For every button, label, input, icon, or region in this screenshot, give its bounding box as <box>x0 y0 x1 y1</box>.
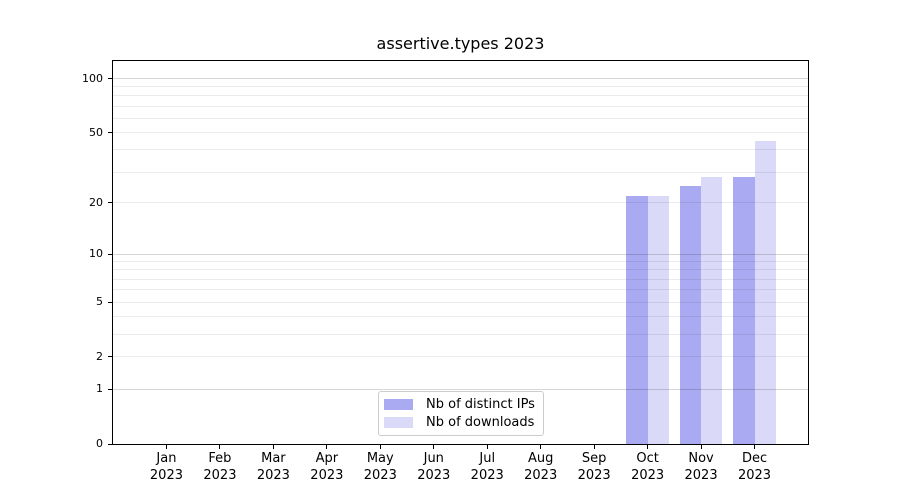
x-tick-mark <box>379 445 381 449</box>
y-tick-mark <box>108 356 112 358</box>
y-axis-tick-label: 100 <box>82 71 103 85</box>
chart-title: assertive.types 2023 <box>376 34 545 53</box>
plot-area: 0 1 2 5 10 20 50 100 Jan 2023 Feb 2023 Mar 2023 Apr… <box>82 60 809 483</box>
x-axis-tick-label: Mar 2023 <box>256 451 290 483</box>
x-axis-tick-label: Jan 2023 <box>149 451 183 483</box>
y-axis-tick-label: 5 <box>96 295 103 309</box>
gridline-minor <box>113 202 808 204</box>
bar-oct-distinct-ips <box>626 195 648 444</box>
gridline-minor <box>113 278 808 280</box>
x-tick-mark <box>647 445 649 449</box>
gridline-major <box>113 253 808 255</box>
x-axis-tick-label: May 2023 <box>363 451 397 483</box>
gridline-minor <box>113 171 808 173</box>
legend-item: Nb of downloads <box>384 415 537 430</box>
gridline-minor <box>113 95 808 97</box>
legend: Nb of distinct IPs Nb of downloads <box>378 391 544 436</box>
x-tick-mark <box>433 445 435 449</box>
legend-item: Nb of distinct IPs <box>384 397 537 412</box>
y-tick-mark <box>108 78 112 79</box>
gridline-minor <box>113 117 808 119</box>
y-axis-tick-label: 20 <box>89 195 103 209</box>
bar-dec-distinct-ips <box>733 177 755 444</box>
bar-nov-downloads <box>701 177 723 444</box>
y-tick-mark <box>108 202 112 204</box>
gridline-minor <box>113 289 808 291</box>
bar-oct-downloads <box>647 195 669 444</box>
y-tick-mark <box>108 253 112 255</box>
x-tick-mark <box>593 445 595 449</box>
y-axis-tick-label: 2 <box>96 349 103 363</box>
gridline-minor <box>113 149 808 151</box>
legend-swatch <box>384 399 413 410</box>
gridline-minor <box>113 269 808 271</box>
x-tick-mark <box>219 445 221 449</box>
y-axis-tick-label: 0 <box>96 437 103 450</box>
x-axis-tick-label: Jul 2023 <box>470 451 504 483</box>
x-axis-tick-label: Feb 2023 <box>203 451 237 483</box>
x-axis-tick-label: Oct 2023 <box>631 451 665 483</box>
y-axis-tick-label: 1 <box>96 382 103 396</box>
x-tick-mark <box>326 445 328 449</box>
y-axis-tick-label: 10 <box>89 247 103 261</box>
gridline-minor <box>113 333 808 335</box>
x-tick-mark <box>272 445 274 449</box>
gridline-major <box>113 78 808 79</box>
gridline-minor <box>113 356 808 358</box>
x-axis-tick-label: Dec 2023 <box>737 451 772 483</box>
x-tick-mark <box>754 445 756 449</box>
x-axis-tick-label: Aug 2023 <box>524 451 558 483</box>
legend-label: Nb of downloads <box>426 415 535 430</box>
x-tick-mark <box>700 445 702 449</box>
bar-dec-downloads <box>754 140 776 444</box>
x-axis-tick-label: Sep 2023 <box>577 451 611 483</box>
legend-label: Nb of distinct IPs <box>426 397 535 412</box>
gridline-major <box>113 388 808 390</box>
legend-swatch <box>384 417 413 428</box>
gridline-minor <box>113 301 808 303</box>
gridline-minor <box>113 105 808 107</box>
bar-nov-distinct-ips <box>679 185 702 444</box>
y-axis-tick-label: 50 <box>89 125 103 139</box>
y-tick-mark <box>108 443 112 445</box>
x-axis-tick-label: Apr 2023 <box>310 451 344 483</box>
y-tick-mark <box>108 301 112 303</box>
x-axis-tick-label: Nov 2023 <box>684 451 718 483</box>
x-tick-mark <box>540 445 542 449</box>
y-tick-mark <box>108 388 112 390</box>
gridline-minor <box>113 316 808 318</box>
x-tick-mark <box>165 445 167 449</box>
y-tick-mark <box>108 132 112 134</box>
gridline-minor <box>113 86 808 88</box>
gridline-minor <box>113 132 808 134</box>
gridline-minor <box>113 261 808 263</box>
x-axis-tick-label: Jun 2023 <box>417 451 451 483</box>
x-tick-mark <box>486 445 488 449</box>
